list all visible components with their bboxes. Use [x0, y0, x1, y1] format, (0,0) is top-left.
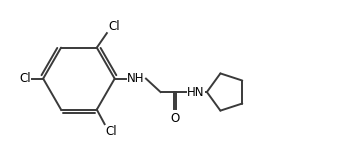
Text: NH: NH — [126, 72, 144, 85]
Text: Cl: Cl — [105, 125, 117, 138]
Text: O: O — [171, 112, 180, 125]
Text: Cl: Cl — [19, 72, 31, 85]
Text: Cl: Cl — [108, 20, 120, 33]
Text: HN: HN — [187, 86, 204, 99]
